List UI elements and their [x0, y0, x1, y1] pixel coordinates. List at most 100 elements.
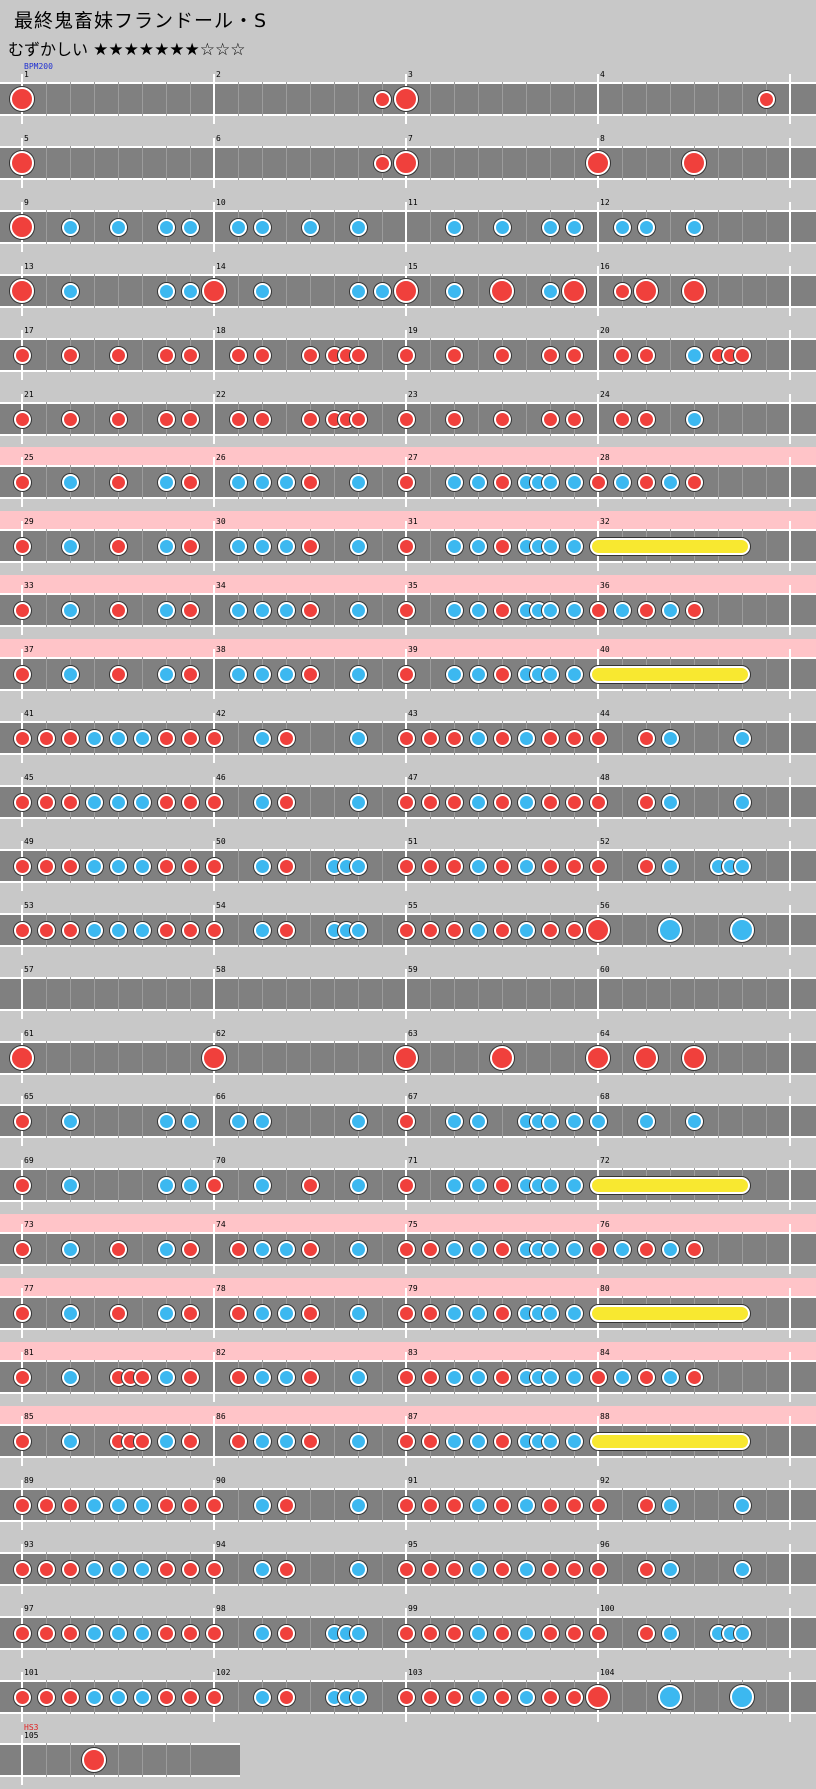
bar-line: [789, 713, 791, 763]
ka-note: [517, 1496, 535, 1514]
ka-note: [445, 1305, 463, 1323]
beat-tick: [142, 145, 143, 180]
don-note: [541, 1560, 559, 1578]
don-note: [13, 730, 31, 747]
measure-number: 16: [600, 261, 610, 271]
don-note: [421, 1560, 439, 1578]
ka-note: [445, 602, 463, 620]
don-note: [397, 793, 415, 811]
beat-tick: [262, 82, 263, 116]
beat-tick: [526, 337, 527, 372]
ka-note: [61, 666, 79, 684]
ka-note: [277, 538, 295, 556]
ka-note: [157, 1241, 175, 1259]
ka-note: [109, 1688, 127, 1706]
beat-tick: [142, 1232, 143, 1267]
ka-note: [469, 1241, 487, 1259]
ka-note: [733, 793, 751, 811]
beat-tick: [382, 1423, 383, 1458]
don-note: [13, 1241, 31, 1259]
ka-note: [157, 474, 175, 492]
beat-tick: [766, 721, 767, 755]
don-note: [589, 857, 607, 875]
ka-note: [541, 1432, 559, 1450]
measure-number: 63: [408, 1028, 418, 1038]
beat-tick: [742, 273, 743, 308]
ka-note: [349, 1305, 367, 1323]
beat-tick: [142, 1104, 143, 1139]
beat-tick: [766, 1168, 767, 1203]
beat-tick: [718, 1104, 719, 1139]
bpm-marker: BPM200: [24, 62, 53, 71]
ka-note: [469, 1688, 487, 1706]
beat-tick: [718, 1551, 719, 1586]
bar-line: [213, 649, 215, 700]
don-note: [589, 1241, 607, 1259]
big-ka-note: [730, 1684, 754, 1709]
don-note: [589, 1496, 607, 1514]
beat-tick: [622, 145, 623, 180]
beat-tick: [430, 1104, 431, 1139]
beat-tick: [718, 273, 719, 308]
beat-tick: [94, 465, 95, 500]
beat-tick: [334, 1487, 335, 1522]
chart-row: 13 14 15 16: [0, 256, 816, 320]
drumroll-note: [590, 1177, 750, 1195]
beat-tick: [286, 1168, 287, 1203]
measure-number: 57: [24, 964, 34, 974]
bar-line: [789, 1479, 791, 1530]
big-don-note: [634, 278, 658, 303]
beat-tick: [502, 976, 503, 1011]
don-note: [181, 410, 199, 428]
beat-tick: [46, 657, 47, 692]
beat-tick: [382, 1104, 383, 1139]
beat-tick: [478, 337, 479, 372]
big-don-note: [634, 1045, 658, 1070]
don-note: [541, 1688, 559, 1706]
don-note: [133, 1432, 151, 1450]
don-note: [541, 730, 559, 747]
beat-tick: [670, 1104, 671, 1139]
bar-line: [789, 1415, 791, 1466]
ka-note: [541, 1113, 559, 1131]
bar-line: [789, 265, 791, 316]
beat-tick: [310, 145, 311, 180]
ka-note: [613, 1369, 631, 1386]
don-note: [589, 793, 607, 811]
beat-tick: [670, 209, 671, 244]
ka-note: [109, 1560, 127, 1578]
don-note: [109, 1241, 127, 1259]
measure-number: 52: [600, 836, 610, 846]
bar-line: [789, 1096, 791, 1147]
don-note: [181, 857, 199, 875]
big-don-note: [394, 278, 418, 303]
ka-note: [181, 218, 199, 236]
ka-note: [181, 1177, 199, 1195]
beat-tick: [718, 912, 719, 947]
measure-number: 1: [24, 70, 29, 79]
beat-tick: [94, 1232, 95, 1267]
big-don-note: [682, 1045, 706, 1070]
ka-note: [277, 1305, 295, 1323]
beat-tick: [70, 82, 71, 116]
measure-number: 59: [408, 964, 418, 974]
don-note: [421, 730, 439, 747]
don-note: [301, 666, 319, 684]
don-note: [157, 1496, 175, 1514]
ka-note: [517, 793, 535, 811]
beat-tick: [46, 82, 47, 116]
don-note: [181, 1432, 199, 1450]
ka-note: [565, 218, 583, 236]
don-note: [13, 857, 31, 875]
don-note: [685, 1369, 703, 1386]
beat-tick: [742, 1104, 743, 1139]
ka-note: [469, 1496, 487, 1514]
beat-tick: [238, 848, 239, 883]
gogo-band: [0, 447, 816, 466]
beat-tick: [718, 1360, 719, 1394]
beat-tick: [46, 273, 47, 308]
beat-tick: [238, 1615, 239, 1650]
beat-tick: [334, 1360, 335, 1394]
don-note: [205, 1624, 223, 1642]
bar-line: [789, 201, 791, 252]
